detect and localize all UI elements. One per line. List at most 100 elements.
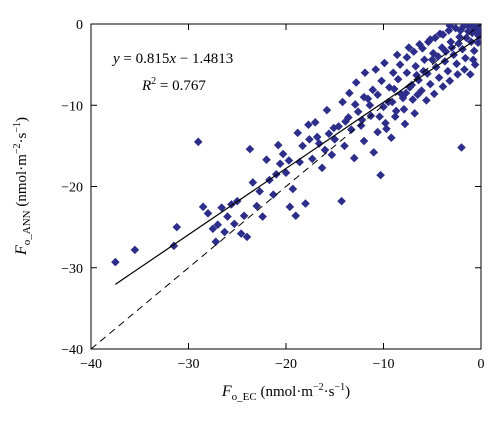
- data-point: [420, 55, 429, 65]
- data-point: [376, 170, 385, 180]
- data-point: [359, 136, 369, 146]
- data-point: [198, 202, 208, 212]
- data-point: [203, 209, 213, 218]
- data-point: [301, 199, 310, 208]
- data-point: [245, 144, 255, 154]
- data-point: [400, 119, 410, 129]
- data-point: [473, 38, 481, 47]
- data-point: [172, 222, 182, 232]
- data-point: [284, 156, 294, 165]
- y-tick-label: −20: [61, 181, 83, 196]
- data-point: [130, 245, 140, 255]
- data-point: [453, 70, 462, 79]
- data-point: [415, 40, 424, 49]
- data-point: [452, 59, 461, 69]
- data-point: [443, 66, 453, 76]
- data-point: [338, 97, 347, 107]
- data-point: [213, 220, 223, 229]
- data-point: [428, 48, 438, 58]
- data-point: [255, 187, 264, 196]
- data-point: [337, 196, 346, 206]
- data-point: [285, 202, 295, 212]
- data-point: [438, 82, 448, 91]
- data-point: [369, 148, 379, 157]
- data-point: [388, 68, 398, 78]
- data-point: [389, 84, 399, 94]
- data-point: [445, 24, 455, 30]
- data-point: [217, 203, 226, 212]
- data-point: [239, 211, 249, 221]
- data-point: [252, 201, 262, 211]
- data-point: [340, 141, 349, 151]
- data-point: [373, 90, 382, 99]
- data-point: [424, 37, 433, 47]
- data-point: [434, 73, 444, 82]
- data-point: [314, 139, 324, 148]
- data-point: [371, 65, 380, 74]
- data-point: [262, 155, 271, 164]
- data-point: [382, 124, 391, 134]
- data-point: [322, 105, 332, 115]
- data-point: [288, 184, 298, 194]
- data-point: [401, 88, 411, 98]
- data-point: [380, 58, 389, 68]
- data-point: [281, 168, 291, 177]
- data-point: [293, 128, 302, 138]
- data-point: [468, 55, 478, 65]
- tick-labels: −40 −30 −20 −10 0 −40 −30 −20 −10 0: [61, 18, 484, 372]
- r2-r: R: [141, 78, 151, 94]
- data-point: [410, 109, 419, 118]
- data-point: [220, 227, 229, 237]
- x-tick-label: −10: [373, 357, 395, 372]
- data-point: [275, 159, 285, 169]
- data-point: [422, 96, 431, 105]
- data-point: [208, 224, 218, 234]
- data-point: [329, 123, 339, 133]
- data-point: [269, 190, 278, 199]
- data-point: [426, 35, 435, 44]
- data-point: [350, 100, 360, 109]
- data-point: [242, 232, 252, 242]
- data-point: [258, 212, 267, 221]
- data-point: [278, 149, 288, 159]
- data-point: [454, 39, 463, 48]
- y-axis-title: Fo_ANN (nmol·m−2·s−1): [12, 117, 33, 256]
- data-point: [368, 85, 378, 95]
- data-point: [462, 33, 471, 43]
- data-point: [308, 154, 317, 164]
- data-point: [427, 55, 437, 65]
- data-point: [341, 117, 350, 126]
- data-point: [351, 78, 361, 87]
- data-point: [399, 105, 409, 114]
- y-tick-label: −10: [61, 99, 83, 114]
- data-point: [379, 102, 388, 112]
- x-tick-label: −40: [80, 357, 102, 372]
- data-point: [365, 100, 375, 110]
- data-point: [467, 24, 477, 31]
- data-point: [409, 47, 419, 56]
- data-point: [305, 135, 314, 144]
- equation-rest: − 1.4813: [176, 51, 233, 67]
- data-point: [330, 135, 340, 144]
- data-point: [211, 237, 221, 247]
- data-point: [412, 70, 421, 80]
- r2-rest: = 0.767: [156, 78, 206, 94]
- x-tick-label: −30: [178, 357, 200, 372]
- data-point: [455, 32, 464, 42]
- data-point: [413, 90, 422, 99]
- equation-x: x: [168, 51, 176, 67]
- data-point: [460, 65, 469, 74]
- data-point: [349, 153, 359, 163]
- data-point: [381, 118, 390, 128]
- data-point: [317, 163, 327, 173]
- data-point: [391, 106, 401, 116]
- data-point: [298, 141, 307, 151]
- regression-equation: y = 0.815x − 1.4813: [111, 51, 233, 67]
- x-axis-title: Fo_EC (nmol·m−2·s−1): [221, 382, 350, 403]
- equation-y: y: [111, 51, 120, 67]
- data-point: [223, 212, 232, 221]
- data-point: [327, 150, 337, 160]
- data-point: [373, 127, 382, 137]
- data-point: [447, 43, 457, 52]
